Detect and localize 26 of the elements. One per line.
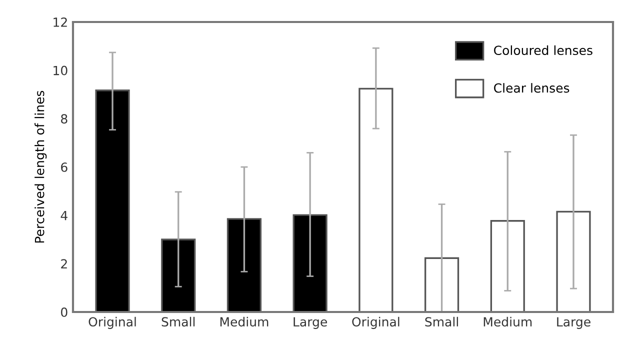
y-tick-label: 4 bbox=[60, 210, 68, 220]
x-tick-label: Original bbox=[352, 316, 400, 329]
y-axis-title: Perceived length of lines bbox=[34, 90, 47, 243]
y-tick-label: 6 bbox=[61, 162, 68, 172]
x-tick-label: Small bbox=[162, 316, 195, 327]
bar bbox=[490, 220, 525, 312]
bar bbox=[292, 214, 328, 312]
bar bbox=[95, 90, 130, 312]
x-tick-label: Large bbox=[294, 317, 327, 329]
x-tick-label: Large bbox=[557, 317, 590, 329]
legend-label: Coloured lenses bbox=[494, 45, 592, 56]
bar bbox=[226, 218, 262, 312]
x-tick-label: Medium bbox=[220, 316, 268, 327]
x-tick-label: Small bbox=[425, 316, 458, 327]
y-tick-label: 10 bbox=[54, 66, 68, 76]
legend-label: Clear lenses bbox=[494, 83, 570, 93]
bar bbox=[424, 257, 460, 312]
bar bbox=[161, 238, 196, 312]
y-tick-label: 12 bbox=[54, 17, 67, 27]
y-tick-label: 8 bbox=[61, 114, 68, 124]
y-tick-label: 0 bbox=[61, 307, 68, 317]
x-tick-label: Medium bbox=[484, 316, 532, 327]
bar bbox=[358, 88, 394, 312]
x-tick-label: Original bbox=[88, 316, 136, 329]
bar bbox=[556, 210, 591, 312]
y-tick-label: 2 bbox=[61, 259, 67, 268]
